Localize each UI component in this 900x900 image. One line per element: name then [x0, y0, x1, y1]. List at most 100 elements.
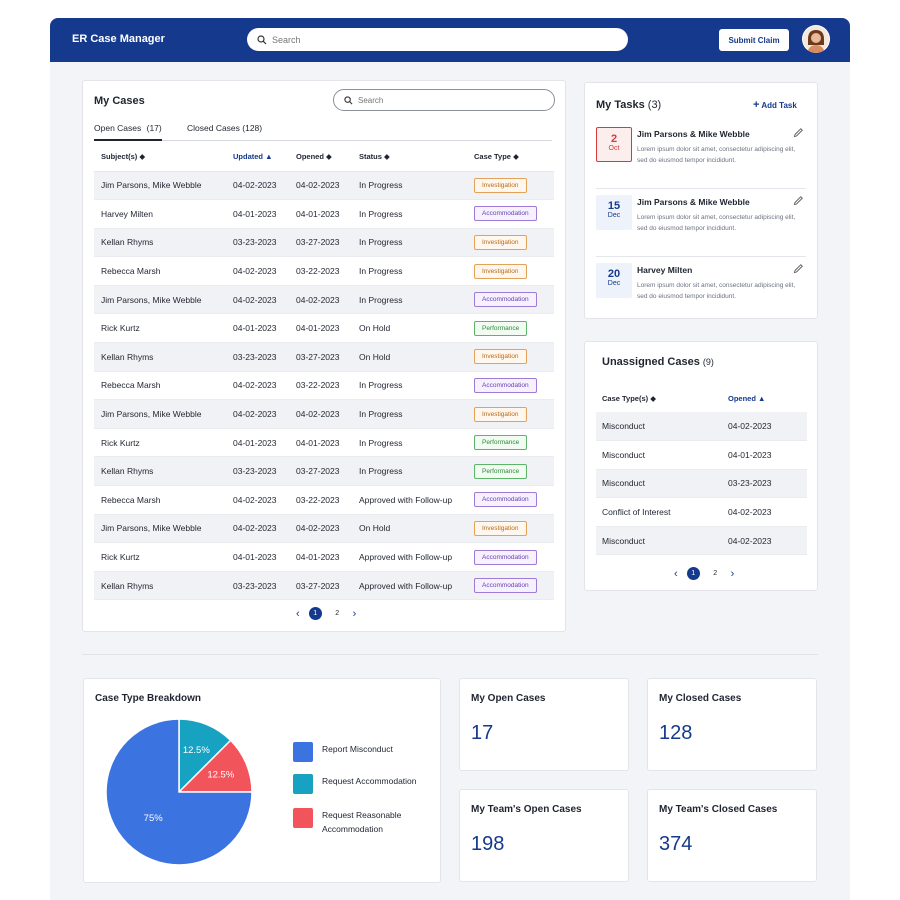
cell-subject: Rebecca Marsh — [94, 371, 226, 401]
app-title: ER Case Manager — [72, 33, 165, 45]
tab-closed-cases[interactable]: Closed Cases (128) — [187, 123, 263, 133]
top-bar: ER Case Manager Submit Claim — [50, 18, 850, 62]
table-row[interactable]: Kellan Rhyms 03-23-2023 03-27-2023 On Hold I… — [94, 342, 554, 372]
task-item[interactable]: 2 Oct Jim Parsons & Mike Webble Lorem ipsum… — [596, 127, 806, 189]
table-row[interactable]: Rebecca Marsh 04-02-2023 03-22-2023 In Prog… — [94, 256, 554, 286]
pie-slice-label: 75% — [144, 813, 164, 824]
chevron-right-icon[interactable]: › — [730, 567, 735, 580]
cell-updated: 04-02-2023 — [226, 485, 289, 515]
my-tasks-count: (3) — [647, 99, 662, 111]
cases-search[interactable] — [333, 89, 555, 111]
cell-opened: 03-22-2023 — [289, 371, 352, 401]
pie-slice[interactable] — [105, 718, 253, 866]
sort-ascending-icon: ▲ — [265, 152, 273, 162]
table-row[interactable]: Rick Kurtz 04-01-2023 04-01-2023 In Progres… — [94, 428, 554, 458]
column-header-subject[interactable]: Subject(s) ◆ — [94, 143, 226, 172]
table-row[interactable]: Harvey Milten 04-01-2023 04-01-2023 In Prog… — [94, 199, 554, 229]
cell-subject: Jim Parsons, Mike Webble — [94, 171, 226, 201]
page-button[interactable]: 1 — [308, 607, 322, 620]
page-button[interactable]: 1 — [686, 567, 700, 580]
table-row[interactable]: Misconduct 04-01-2023 — [596, 440, 807, 470]
unassigned-cases-card: Unassigned Cases (9) Case Type(s) ◆ Open… — [584, 341, 818, 591]
submit-claim-button[interactable]: Submit Claim — [719, 29, 789, 51]
cell-opened: 03-27-2023 — [289, 228, 352, 258]
cell-case-type: Accommodation — [467, 485, 554, 515]
page-button[interactable]: 2 — [335, 610, 340, 617]
table-row[interactable]: Misconduct 04-02-2023 — [596, 526, 807, 556]
cell-opened: 04-01-2023 — [289, 199, 352, 229]
table-row[interactable]: Rick Kurtz 04-01-2023 04-01-2023 On Hold Per… — [94, 313, 554, 344]
sort-icon: ◆ — [326, 152, 332, 162]
unassigned-pagination: ‹ 1 2 › — [674, 567, 734, 580]
column-header-status[interactable]: Status ◆ — [352, 143, 467, 172]
table-row[interactable]: Jim Parsons, Mike Webble 04-02-2023 04-02-… — [94, 171, 554, 201]
cell-type: Misconduct — [596, 440, 722, 470]
table-row[interactable]: Conflict of Interest 04-02-2023 — [596, 497, 807, 527]
cell-case-type: Accommodation — [467, 371, 554, 401]
stat-team-open-cases: My Team's Open Cases 198 — [459, 789, 629, 882]
cell-subject: Rick Kurtz — [94, 313, 226, 344]
legend-swatch — [293, 742, 313, 762]
cell-subject: Rebecca Marsh — [94, 256, 226, 286]
cell-subject: Kellan Rhyms — [94, 456, 226, 487]
case-type-badge: Investigation — [474, 263, 527, 279]
add-task-button[interactable]: + Add Task — [753, 99, 797, 111]
table-row[interactable]: Rebecca Marsh 04-02-2023 03-22-2023 In Prog… — [94, 371, 554, 401]
cell-subject: Kellan Rhyms — [94, 342, 226, 372]
table-row[interactable]: Kellan Rhyms 03-23-2023 03-27-2023 In Progr… — [94, 456, 554, 487]
task-description: Lorem ipsum dolor sit amet, consectetur … — [637, 146, 796, 164]
column-header-opened[interactable]: Opened ▲ — [728, 393, 766, 403]
avatar[interactable] — [802, 25, 830, 53]
case-type-badge: Investigation — [474, 349, 527, 365]
case-type-badge: Accommodation — [474, 377, 537, 393]
pencil-icon[interactable] — [793, 195, 804, 206]
stat-team-closed-cases: My Team's Closed Cases 374 — [647, 789, 817, 882]
table-row[interactable]: Jim Parsons, Mike Webble 04-02-2023 04-02-… — [94, 285, 554, 315]
cell-subject: Rebecca Marsh — [94, 485, 226, 515]
global-search-input[interactable] — [272, 34, 602, 45]
pencil-icon[interactable] — [793, 263, 804, 274]
pie-slice[interactable] — [178, 718, 232, 794]
cell-case-type: Investigation — [467, 228, 554, 258]
task-item[interactable]: 15 Dec Jim Parsons & Mike Webble Lorem ipsu… — [596, 195, 806, 257]
chevron-left-icon[interactable]: ‹ — [296, 607, 300, 620]
cell-opened: 03-27-2023 — [289, 456, 352, 487]
column-header-opened[interactable]: Opened ◆ — [289, 143, 352, 172]
stat-value: 198 — [471, 833, 505, 855]
case-type-badge: Investigation — [474, 234, 527, 250]
table-row[interactable]: Rebecca Marsh 04-02-2023 03-22-2023 Approve… — [94, 485, 554, 515]
cell-opened: 04-01-2023 — [289, 428, 352, 458]
cell-status: On Hold — [352, 514, 467, 544]
table-row[interactable]: Jim Parsons, Mike Webble 04-02-2023 04-02-… — [94, 514, 554, 544]
chevron-right-icon[interactable]: › — [352, 607, 357, 620]
case-type-badge: Accommodation — [474, 206, 537, 222]
unassigned-count: (9) — [702, 357, 714, 367]
table-row[interactable]: Jim Parsons, Mike Webble 04-02-2023 04-02-… — [94, 399, 554, 429]
column-header-case-type[interactable]: Case Type(s) ◆ — [602, 393, 657, 403]
cell-case-type: Accommodation — [467, 542, 554, 572]
my-tasks-title: My Tasks (3) — [596, 99, 662, 111]
table-row[interactable]: Kellan Rhyms 03-23-2023 03-27-2023 Approved… — [94, 571, 554, 601]
chevron-left-icon[interactable]: ‹ — [674, 567, 678, 580]
table-row[interactable]: Misconduct 04-02-2023 — [596, 412, 807, 442]
table-row[interactable]: Kellan Rhyms 03-23-2023 03-27-2023 In Progr… — [94, 228, 554, 258]
pencil-icon[interactable] — [793, 127, 804, 138]
global-search[interactable] — [247, 28, 628, 51]
column-header-case-type[interactable]: Case Type ◆ — [467, 143, 554, 172]
stat-my-closed-cases: My Closed Cases 128 — [647, 678, 817, 771]
column-header-updated[interactable]: Updated ▲ — [226, 143, 289, 172]
pie-slice[interactable] — [177, 739, 253, 793]
page-button[interactable]: 2 — [713, 570, 718, 577]
stat-label: My Open Cases — [471, 693, 546, 704]
stat-value: 374 — [659, 833, 693, 855]
cell-opened: 04-01-2023 — [289, 542, 352, 572]
cell-opened: 04-02-2023 — [289, 399, 352, 429]
task-item[interactable]: 20 Dec Harvey Milten Lorem ipsum dolor sit … — [596, 263, 806, 325]
table-row[interactable]: Misconduct 03-23-2023 — [596, 469, 807, 499]
user-photo-icon — [803, 26, 829, 53]
table-row[interactable]: Rick Kurtz 04-01-2023 04-01-2023 Approved w… — [94, 542, 554, 572]
cases-search-input[interactable] — [358, 95, 538, 105]
tab-open-cases[interactable]: Open Cases (17) — [94, 123, 162, 141]
cell-case-type: Accommodation — [467, 285, 554, 315]
legend-item: Request Accommodation — [293, 774, 427, 794]
